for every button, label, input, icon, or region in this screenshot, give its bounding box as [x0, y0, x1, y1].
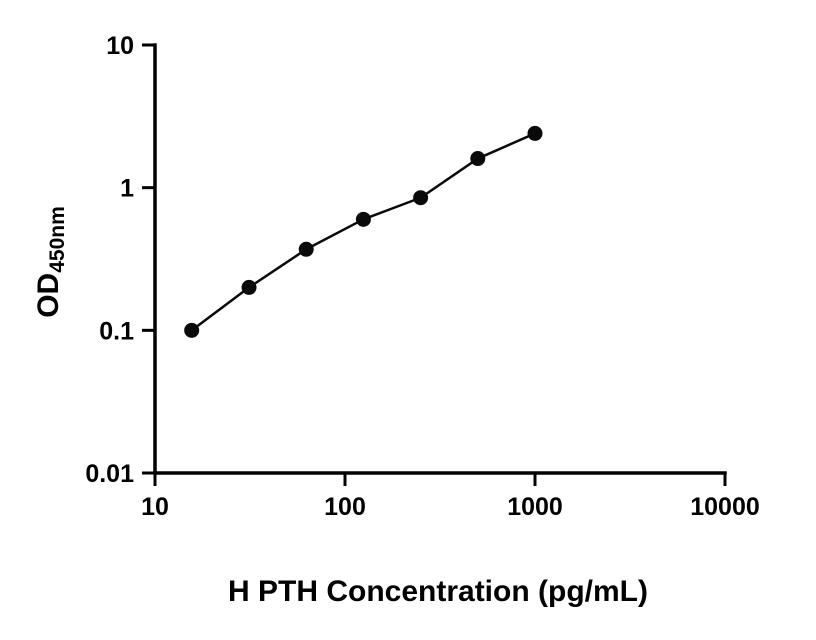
x-tick-label: 100	[324, 493, 366, 521]
y-tick-label: 0.01	[85, 460, 134, 488]
y-axis-title: OD450nm	[32, 206, 69, 318]
y-tick-label: 10	[106, 32, 134, 60]
axes	[153, 43, 727, 475]
data-point	[413, 190, 429, 206]
y-tick-label: 1	[120, 175, 134, 203]
x-tick-label: 10	[141, 493, 169, 521]
data-point	[527, 125, 543, 141]
data-point	[184, 322, 200, 338]
x-tick-label: 1000	[507, 493, 563, 521]
tick-marks	[142, 43, 727, 486]
data-point	[298, 241, 314, 257]
y-axis-title-main: OD	[32, 273, 65, 318]
axis-spine	[153, 43, 727, 475]
data-point	[470, 151, 486, 167]
tick-labels: 10 100 1000 10000 0.01 0.1 1 10	[85, 32, 759, 521]
x-axis-title: H PTH Concentration (pg/mL)	[228, 575, 648, 608]
data-point	[241, 279, 257, 295]
x-tick-label: 10000	[690, 493, 760, 521]
data-point	[355, 211, 371, 227]
y-tick-label: 0.1	[99, 317, 134, 345]
data-series	[184, 125, 543, 338]
y-axis-title-subscript: 450nm	[46, 206, 69, 273]
